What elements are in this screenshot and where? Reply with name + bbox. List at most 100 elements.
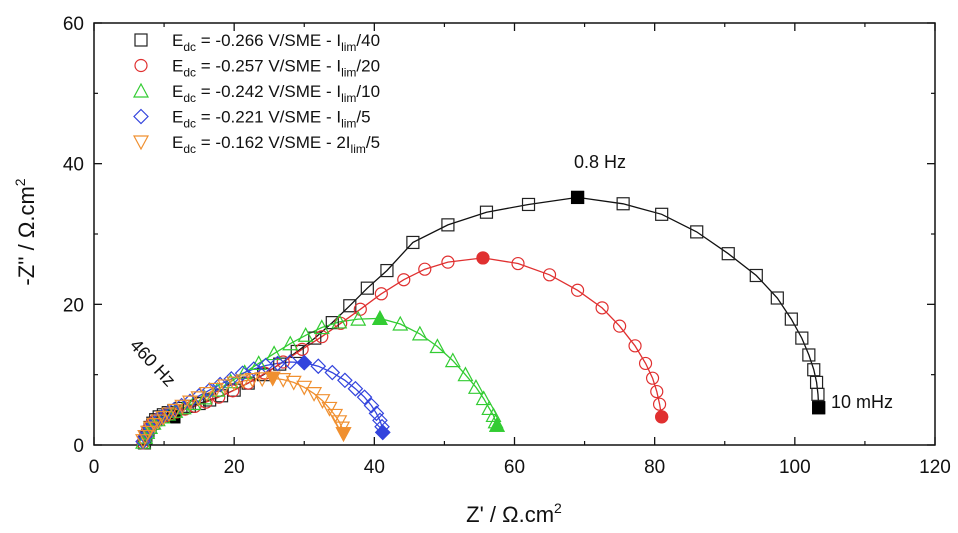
data-point-series-5 <box>198 387 215 402</box>
legend-label-2-part-2: dc <box>183 66 196 80</box>
x-tick-label: 40 <box>364 457 385 478</box>
fit-line-series-3 <box>142 317 498 443</box>
data-point-series-1 <box>616 197 630 211</box>
legend-marker-5 <box>132 135 150 151</box>
data-point-series-1 <box>360 281 374 295</box>
data-point-series-5 <box>207 382 224 398</box>
highlight-point-series-3 <box>371 310 388 325</box>
y-axis-title: -Z'' / Ω.cm2 <box>12 178 39 285</box>
data-point-series-2 <box>650 384 664 399</box>
highlight-point-series-2 <box>476 251 490 265</box>
data-point-series-5 <box>182 395 199 411</box>
legend-label-1-part-4: lim <box>341 40 356 54</box>
data-point-series-2 <box>652 397 667 411</box>
data-point-series-2 <box>628 339 642 353</box>
data-markers <box>135 190 826 450</box>
annotation-10mhz: 10 mHz <box>831 392 893 412</box>
data-point-series-1 <box>784 312 798 326</box>
legend-label-4-part-5: /5 <box>356 108 370 127</box>
legend-label-4-part-2: dc <box>183 117 196 131</box>
axis-ticks: 0 20 40 60 80 100 120 0 20 40 60 <box>63 14 951 478</box>
legend-label-1-part-5: /40 <box>356 31 380 50</box>
legend-label-3-part-2: dc <box>183 91 196 105</box>
data-point-series-2 <box>441 255 455 269</box>
data-point-series-3 <box>282 335 299 351</box>
data-point-series-2 <box>315 330 329 344</box>
data-point-series-4 <box>212 376 228 393</box>
data-point-series-2 <box>645 371 660 385</box>
data-point-series-5 <box>146 418 163 433</box>
highlight-point-series-5 <box>335 427 352 443</box>
data-point-series-1 <box>807 363 821 377</box>
data-point-series-3 <box>209 381 226 397</box>
data-point-series-3 <box>485 407 502 423</box>
data-point-series-1 <box>795 331 809 345</box>
highlight-point-series-2 <box>655 410 669 424</box>
data-point-series-1 <box>690 225 704 239</box>
x-tick-label: 20 <box>224 457 245 478</box>
legend-label-5: Edc = -0.162 V/SME - 2Ilim/5 <box>172 133 380 156</box>
data-point-series-2 <box>276 355 290 369</box>
data-point-series-3 <box>297 327 314 342</box>
data-point-series-1 <box>749 268 763 283</box>
data-point-series-3 <box>457 366 474 382</box>
y-axis-title-exp: 2 <box>12 178 28 186</box>
x-axis-title: Z' / Ω.cm2 <box>466 500 562 527</box>
data-point-series-2 <box>374 287 388 301</box>
data-point-series-2 <box>542 268 557 282</box>
legend-label-4: Edc = -0.221 V/SME - Ilim/5 <box>172 108 371 131</box>
y-tick-label: 0 <box>73 436 84 457</box>
data-point-series-5 <box>275 372 292 388</box>
data-point-series-3 <box>411 325 428 341</box>
x-tick-label: 60 <box>504 457 525 478</box>
legend-label-1-part-3: = -0.266 V/SME - I <box>196 31 341 50</box>
data-point-series-1 <box>770 291 784 305</box>
data-point-series-2 <box>595 301 609 315</box>
data-point-series-5 <box>254 372 271 388</box>
data-point-series-2 <box>570 283 585 297</box>
data-point-series-5 <box>167 403 184 419</box>
data-point-series-3 <box>392 315 409 331</box>
highlight-point-series-4 <box>374 424 391 441</box>
fit-curves <box>142 196 820 444</box>
data-point-series-5 <box>217 379 234 395</box>
legend-label-3-part-4: lim <box>341 91 356 105</box>
legend-label-3-part-5: /10 <box>356 82 380 101</box>
data-point-series-4 <box>347 380 364 397</box>
data-point-series-4 <box>282 354 299 370</box>
data-point-series-1 <box>521 197 536 212</box>
data-point-series-2 <box>397 273 411 287</box>
legend-marker-3 <box>132 82 150 98</box>
data-point-series-1 <box>655 207 669 221</box>
data-point-series-4 <box>310 358 327 375</box>
data-point-series-3 <box>350 310 367 326</box>
data-point-series-5 <box>285 375 302 391</box>
x-axis-title-main: Z' / Ω.cm <box>466 502 554 527</box>
highlight-point-series-3 <box>488 417 505 432</box>
data-point-series-1 <box>721 247 735 261</box>
data-point-series-1 <box>441 218 455 232</box>
data-point-series-1 <box>802 348 816 362</box>
data-point-series-5 <box>226 376 243 392</box>
legend-label-5-part-4: lim <box>351 142 366 156</box>
y-tick-label: 20 <box>63 295 84 316</box>
data-point-series-1 <box>308 331 322 345</box>
legend-label-3: Edc = -0.242 V/SME - Ilim/10 <box>172 82 380 105</box>
data-point-series-5 <box>160 407 177 423</box>
data-point-series-5 <box>190 391 207 407</box>
x-axis-title-exp: 2 <box>554 500 562 516</box>
annotation-0-8hz: 0.8 Hz <box>574 152 626 172</box>
x-tick-label: 100 <box>779 457 811 478</box>
x-tick-label: 120 <box>919 457 951 478</box>
legend-marker-1 <box>134 33 148 47</box>
legend-label-3-part-3: = -0.242 V/SME - I <box>196 82 341 101</box>
legend-label-1: Edc = -0.266 V/SME - Ilim/40 <box>172 31 380 54</box>
legend-label-5-part-5: /5 <box>366 133 380 152</box>
data-point-series-1 <box>406 235 420 250</box>
y-tick-label: 40 <box>63 155 84 176</box>
legend-label-2-part-1: E <box>172 57 183 76</box>
data-point-series-2 <box>613 319 627 333</box>
legend-label-1-part-1: E <box>172 31 183 50</box>
